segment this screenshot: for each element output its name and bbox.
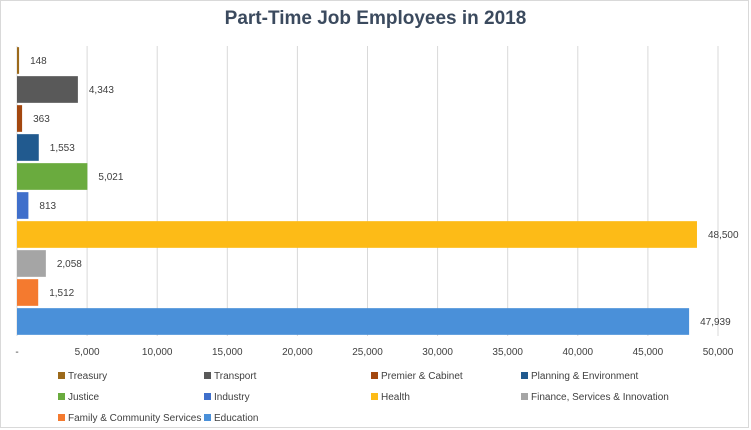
bar-education [17,308,690,335]
legend-swatch [521,393,528,400]
legend-entry: Education [214,413,258,424]
bars [17,47,697,335]
legend-swatch [58,372,65,379]
legend-swatch [204,393,211,400]
bar-planning-environment [17,134,39,161]
bar-industry [17,192,29,219]
bar-justice [17,163,88,190]
bar-treasury [17,47,20,74]
data-label: 5,021 [98,172,123,183]
x-tick-label: 50,000 [703,347,734,358]
x-tick-label: 35,000 [492,347,523,358]
legend-entry: Premier & Cabinet [381,371,463,382]
legend-swatch [371,393,378,400]
legend-entry: Transport [214,371,257,382]
grid-lines [16,46,719,336]
data-label: 48,500 [708,230,739,241]
legend-swatch [58,393,65,400]
data-label: 47,939 [700,317,731,328]
data-label: 1,512 [49,288,74,299]
legend: Treasury Transport Premier & Cabinet Planni… [58,371,669,424]
bar-finance-services-innovation [17,250,46,277]
legend-entry: Treasury [68,371,107,382]
x-tick-label: 20,000 [282,347,313,358]
legend-swatch [521,372,528,379]
data-label: 813 [39,201,56,212]
data-label: 148 [30,56,47,67]
data-labels: 148 4,343 363 1,553 5,021 813 48,500 2,058 1,512… [30,56,739,328]
legend-entry: Planning & Environment [531,371,639,382]
x-tick-label: 30,000 [422,347,453,358]
x-tick-label: - [15,347,18,358]
legend-swatch [58,414,65,421]
x-tick-label: 5,000 [75,347,100,358]
legend-swatch [204,372,211,379]
x-tick-label: 15,000 [212,347,243,358]
x-axis-ticks: - 5,000 10,000 15,000 20,000 25,000 30,000 35,0… [15,347,733,358]
legend-entry: Justice [68,392,100,403]
bar-health [17,221,697,248]
x-tick-label: 10,000 [142,347,173,358]
bar-transport [17,76,78,103]
x-tick-label: 25,000 [352,347,383,358]
legend-entry: Industry [214,392,250,403]
legend-entry: Finance, Services & Innovation [531,392,669,403]
data-label: 1,553 [50,143,75,154]
legend-swatch [371,372,378,379]
x-tick-label: 40,000 [563,347,594,358]
bar-premier-cabinet [17,105,23,132]
data-label: 2,058 [57,259,82,270]
x-tick-label: 45,000 [633,347,664,358]
bar-family-community-services [17,279,39,306]
legend-entry: Health [381,392,410,403]
legend-swatch [204,414,211,421]
chart-title: Part-Time Job Employees in 2018 [224,8,527,29]
data-label: 4,343 [89,85,114,96]
legend-entry: Family & Community Services [68,413,201,424]
data-label: 363 [33,114,50,125]
